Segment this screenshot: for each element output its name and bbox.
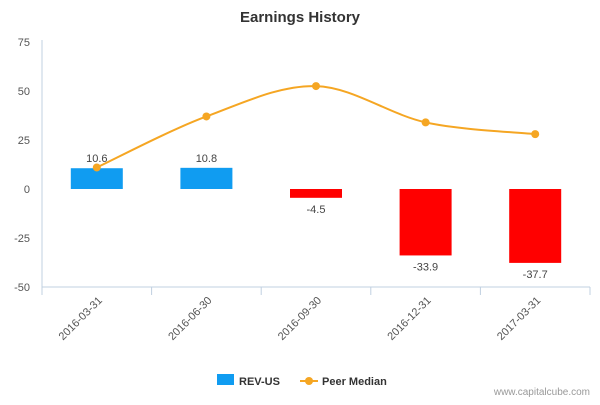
bar-data-labels: 10.6 10.8 -4.5 -33.9 -37.7 [86,153,548,281]
bar[interactable] [399,189,452,256]
legend-swatch-marker [305,377,313,385]
bar-data-label: 10.8 [196,153,217,165]
x-axis-ticks: 2016-03-31 2016-06-30 2016-09-30 2016-12-31… [57,295,544,343]
peer-median-point[interactable] [421,118,430,127]
bar[interactable] [180,167,233,189]
y-tick-label: -50 [14,282,30,294]
legend-label-peer-median: Peer Median [322,376,387,388]
y-axis-ticks: 75 50 25 0 -25 -50 [14,37,30,294]
peer-median-point[interactable] [92,163,101,172]
bar-series [70,167,562,263]
peer-median-point[interactable] [312,82,320,91]
legend-label-rev-us: REV-US [239,376,280,388]
legend-swatch-bar [217,374,234,385]
chart-title: Earnings History [240,9,361,26]
bar[interactable] [70,168,123,189]
bar-data-label: -37.7 [523,269,548,281]
bar-data-label: -4.5 [307,204,326,216]
x-tick-label: 2016-12-31 [385,295,433,343]
line-series [92,82,540,172]
y-tick-label: 50 [18,86,30,98]
peer-median-point[interactable] [531,130,540,139]
axes [41,40,591,295]
source-credit: www.capitalcube.com [493,387,590,398]
x-tick-label: 2016-09-30 [276,295,324,343]
legend-item-rev-us[interactable]: REV-US [217,374,280,388]
bar[interactable] [509,189,562,263]
x-tick-label: 2017-03-31 [495,295,543,343]
peer-median-line [96,85,536,169]
bar[interactable] [290,189,342,198]
peer-median-point[interactable] [202,112,211,121]
legend: REV-US Peer Median [217,374,387,388]
bar-data-label: 10.6 [86,153,107,165]
bar-data-label: -33.9 [413,261,438,273]
y-tick-label: 0 [24,184,30,196]
y-tick-label: 25 [18,135,30,147]
y-tick-label: 75 [18,37,30,49]
y-tick-label: -25 [14,233,30,245]
x-tick-label: 2016-06-30 [166,295,214,343]
legend-item-peer-median[interactable]: Peer Median [300,376,387,388]
x-tick-label: 2016-03-31 [57,295,105,343]
